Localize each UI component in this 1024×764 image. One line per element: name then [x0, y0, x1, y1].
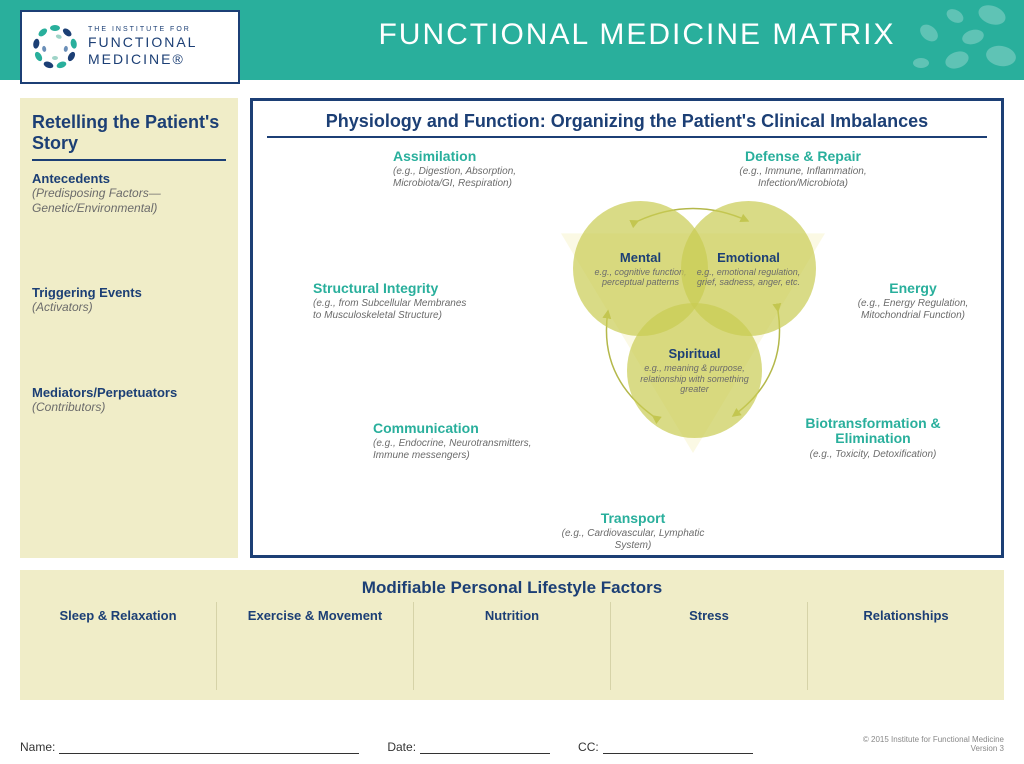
node-desc: (e.g., Digestion, Absorption, Microbiota… [393, 166, 553, 190]
node-title: Energy [833, 281, 993, 296]
sidebar-title: Retelling the Patient's Story [32, 112, 226, 161]
sidebar-section-triggering: Triggering Events (Activators) [32, 285, 226, 314]
lifestyle-factor-label: Sleep & Relaxation [20, 608, 216, 623]
lifestyle-factor-label: Nutrition [414, 608, 610, 623]
lifestyle-factor-label: Exercise & Movement [217, 608, 413, 623]
main-title: Physiology and Function: Organizing the … [267, 111, 987, 138]
node-title: Assimilation [393, 149, 553, 164]
lifestyle-factor: Nutrition [414, 602, 611, 690]
venn-title: Spiritual [637, 346, 752, 361]
logo-text: THE INSTITUTE FOR FUNCTIONAL MEDICINE® [88, 26, 197, 68]
sidebar: Retelling the Patient's Story Antecedent… [20, 98, 238, 558]
node-desc: (e.g., from Subcellular Membranes to Mus… [313, 298, 473, 322]
logo-line2: FUNCTIONAL [88, 34, 197, 51]
node-desc: (e.g., Cardiovascular, Lymphatic System) [553, 528, 713, 552]
cc-label: CC: [578, 740, 599, 754]
node-defense: Defense & Repair (e.g., Immune, Inflammat… [723, 149, 883, 190]
copyright: © 2015 Institute for Functional Medicine… [863, 735, 1004, 754]
date-label: Date: [387, 740, 416, 754]
lifestyle-title: Modifiable Personal Lifestyle Factors [20, 570, 1004, 602]
footer: Name: Date: CC: © 2015 Institute for Fun… [20, 735, 1004, 754]
sidebar-sub: (Contributors) [32, 400, 226, 414]
date-field: Date: [387, 740, 550, 754]
venn-spiritual: Spiritual e.g., meaning & purpose, relat… [627, 303, 762, 438]
node-communication: Communication (e.g., Endocrine, Neurotran… [373, 421, 533, 462]
sidebar-sub: (Predisposing Factors—Genetic/Environmen… [32, 186, 226, 215]
logo-swirl-icon [30, 22, 80, 72]
venn-desc: e.g., emotional regulation, grief, sadne… [691, 267, 806, 288]
sidebar-section-mediators: Mediators/Perpetuators (Contributors) [32, 385, 226, 414]
node-title: Defense & Repair [723, 149, 883, 164]
node-structural: Structural Integrity (e.g., from Subcellu… [313, 281, 473, 322]
node-desc: (e.g., Immune, Inflammation, Infection/M… [723, 166, 883, 190]
logo-line3: MEDICINE® [88, 51, 197, 68]
sidebar-section-antecedents: Antecedents (Predisposing Factors—Geneti… [32, 171, 226, 215]
name-label: Name: [20, 740, 55, 754]
page-title: FUNCTIONAL MEDICINE MATRIX [280, 18, 994, 52]
version-line: Version 3 [863, 744, 1004, 754]
name-underline[interactable] [59, 740, 359, 754]
lifestyle-factor: Exercise & Movement [217, 602, 414, 690]
venn-desc: e.g., meaning & purpose, relationship wi… [637, 363, 752, 394]
sidebar-heading: Triggering Events [32, 285, 226, 300]
node-title: Structural Integrity [313, 281, 473, 296]
sidebar-sub: (Activators) [32, 300, 226, 314]
sidebar-heading: Mediators/Perpetuators [32, 385, 226, 400]
logo-line1: THE INSTITUTE FOR [88, 26, 197, 34]
lifestyle-factor-label: Stress [611, 608, 807, 623]
node-transport: Transport (e.g., Cardiovascular, Lymphati… [553, 511, 713, 552]
logo: THE INSTITUTE FOR FUNCTIONAL MEDICINE® [20, 10, 240, 84]
lifestyle-factors: Sleep & RelaxationExercise & MovementNut… [20, 602, 1004, 690]
node-energy: Energy (e.g., Energy Regulation, Mitochon… [833, 281, 993, 322]
venn-diagram: Mental e.g., cognitive function, percept… [553, 201, 833, 466]
main-panel: Physiology and Function: Organizing the … [250, 98, 1004, 558]
copyright-line: © 2015 Institute for Functional Medicine [863, 735, 1004, 745]
cc-underline[interactable] [603, 740, 753, 754]
date-underline[interactable] [420, 740, 550, 754]
lifestyle-factor-label: Relationships [808, 608, 1004, 623]
sidebar-heading: Antecedents [32, 171, 226, 186]
node-title: Transport [553, 511, 713, 526]
lifestyle-factor: Relationships [808, 602, 1004, 690]
node-desc: (e.g., Energy Regulation, Mitochondrial … [833, 298, 993, 322]
lifestyle-factor: Sleep & Relaxation [20, 602, 217, 690]
venn-title: Emotional [691, 250, 806, 265]
lifestyle-panel: Modifiable Personal Lifestyle Factors Sl… [20, 570, 1004, 700]
name-field: Name: [20, 740, 359, 754]
node-assimilation: Assimilation (e.g., Digestion, Absorption… [393, 149, 553, 190]
lifestyle-factor: Stress [611, 602, 808, 690]
node-title: Communication [373, 421, 533, 436]
node-desc: (e.g., Endocrine, Neurotransmitters, Imm… [373, 438, 533, 462]
cc-field: CC: [578, 740, 753, 754]
